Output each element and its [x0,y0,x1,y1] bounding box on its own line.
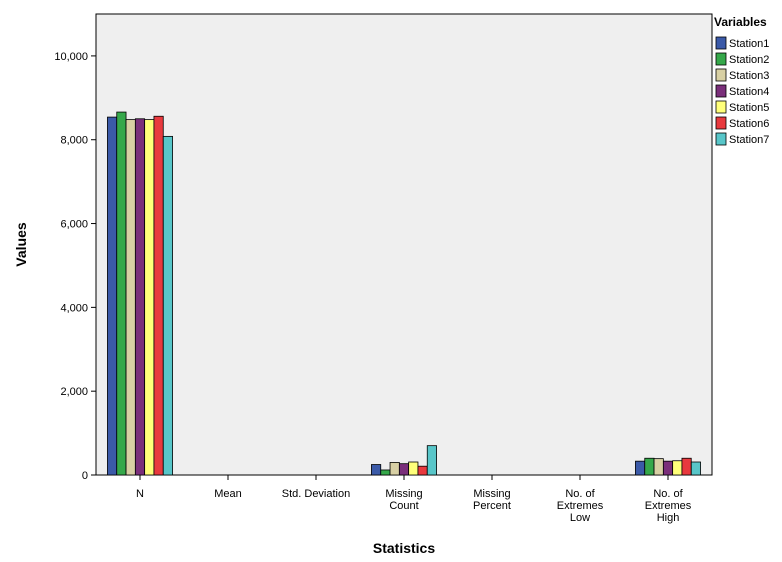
legend-swatch-station7 [715,132,727,146]
y-tick-label: 0 [82,470,88,482]
x-tick-label: N [136,488,144,500]
bar-station7 [690,461,701,476]
legend-swatch-station5 [715,100,727,114]
bar-station5 [144,119,155,476]
x-tick-label: No. of Extremes Low [557,488,604,524]
bar-station4 [134,118,146,476]
x-axis-title: Statistics [373,540,435,556]
x-tick-label: Missing Count [385,488,422,512]
legend-label-station3: Station3 [729,70,769,82]
legend-label-station4: Station4 [729,86,769,98]
bar-station3 [653,458,664,476]
legend-label-station7: Station7 [729,134,769,146]
x-tick-label: Missing Percent [473,488,511,512]
legend-swatch-station6 [715,116,727,130]
bar-station5 [672,460,683,476]
y-tick-label: 4,000 [60,302,88,314]
bar-station2 [116,111,127,476]
legend-title: Variables [714,15,767,29]
legend-label-station6: Station6 [729,118,769,130]
y-tick-label: 6,000 [60,219,88,231]
legend: Variables Station1 Station2 Station3 Statio… [714,15,769,146]
legend-swatch-station3 [715,68,727,82]
bar-station4 [398,463,410,476]
bar-station5 [408,461,419,476]
y-tick-label: 10,000 [54,51,88,63]
axes-layer: 0 2,000 4,000 6,000 8,000 10,000 N Mean Std. Dev… [54,51,691,524]
legend-label-station2: Station2 [729,54,769,66]
legend-swatch-station4 [715,84,727,98]
bar-station1 [107,116,118,476]
x-tick-label: Std. Deviation [282,488,350,500]
bar-station7 [426,445,437,476]
y-tick-label: 2,000 [60,386,88,398]
bar-station6 [153,115,164,476]
legend-label-station1: Station1 [729,38,769,50]
bar-station2 [644,457,655,476]
legend-swatch-station2 [715,52,727,66]
bar-station6 [417,465,428,476]
plot-area [95,13,713,476]
bar-station3 [125,119,136,476]
legend-label-station5: Station5 [729,102,769,114]
bar-station3 [389,462,400,476]
x-tick-label: No. of Extremes High [645,488,692,524]
bar-station7 [162,135,173,476]
bar-station6 [681,457,692,476]
y-tick-label: 8,000 [60,135,88,147]
bar-station4 [662,460,674,476]
bars-layer [107,111,701,476]
bar-station2 [380,469,391,476]
bar-station1 [635,460,646,476]
x-tick-label: Mean [214,488,242,500]
legend-swatch-station1 [715,36,727,50]
bar-station1 [371,464,382,476]
y-axis-title: Values [13,222,29,267]
